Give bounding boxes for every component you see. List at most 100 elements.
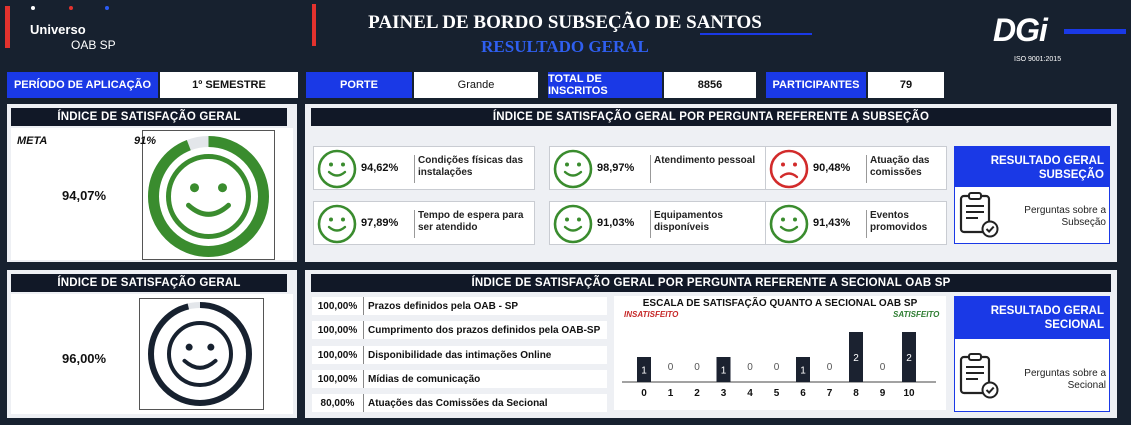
smiley-mouth-icon [186, 202, 231, 217]
chart-data-label: 0 [774, 362, 780, 373]
page-title: PAINEL DE BORDO SUBSEÇÃO DE SANTOS [368, 12, 762, 33]
happy-face-icon [317, 204, 357, 244]
inscritos-value: 8856 [664, 72, 756, 98]
secional-result-doc[interactable] [954, 338, 1110, 412]
chart-data-label: 0 [694, 362, 700, 373]
indice-title-2: ÍNDICE DE SATISFAÇÃO GERAL [11, 274, 287, 292]
brand-accent-left [5, 6, 10, 48]
chart-data-label: 1 [721, 366, 727, 377]
happy-face-icon [553, 204, 593, 244]
dgi-logo: DGi [993, 12, 1048, 48]
chart-data-label: 0 [668, 362, 674, 373]
gauge-fill [148, 136, 269, 257]
brand-name: Universo [30, 22, 86, 37]
chart-tick-label: 2 [694, 388, 700, 399]
subsecao-item-label: Condições físicas das instalações [414, 155, 532, 183]
periodo-value: 1º SEMESTRE [160, 72, 298, 98]
secional-row-value: 100,00% [312, 370, 364, 388]
chart-bar [716, 357, 731, 382]
clipboard-check-icon [959, 192, 999, 238]
chart-title: ESCALA DE SATISFAÇÃO QUANTO A SECIONAL O… [642, 298, 918, 309]
subsecao-item-value: 91,03% [597, 217, 635, 229]
subsecao-doc-text: Perguntas sobre a Subseção [1024, 205, 1106, 228]
logo-bar [1064, 29, 1126, 34]
subsecao-item: 98,97% Atendimento pessoal [549, 146, 771, 190]
chart-tick-label: 8 [853, 388, 859, 399]
secional-row: 100,00% Disponibilidade das intimações On… [312, 346, 607, 364]
chart-tick-label: 7 [827, 388, 833, 399]
chart-data-label: 0 [880, 362, 886, 373]
subsecao-title: ÍNDICE DE SATISFAÇÃO GERAL POR PERGUNTA … [311, 108, 1111, 126]
subsecao-item-value: 91,43% [813, 217, 851, 229]
chart-data-label: 0 [747, 362, 753, 373]
subsecao-item: 90,48% Atuação das comissões [765, 146, 947, 190]
subsecao-result-doc[interactable] [954, 186, 1110, 244]
periodo-label: PERÍODO DE APLICAÇÃO [7, 72, 158, 98]
subsecao-item-label: Atuação das comissões [866, 155, 946, 183]
chart-data-label: 0 [827, 362, 833, 373]
subsecao-result-title: RESULTADO GERAL SUBSEÇÃO [954, 146, 1110, 186]
porte-label: PORTE [306, 72, 412, 98]
clipboard-check-icon [959, 353, 999, 399]
secional-doc-text: Perguntas sobre a Secional [1024, 368, 1106, 391]
meta-label: META [17, 135, 48, 147]
chart-data-label: 2 [906, 353, 912, 364]
chart-tick-label: 10 [903, 388, 915, 399]
secional-row-label: Cumprimento dos prazos definidos pela OA… [368, 324, 601, 336]
sad-face-icon [769, 149, 809, 189]
secional-row: 100,00% Cumprimento dos prazos definidos … [312, 321, 607, 339]
chart-tick-label: 6 [800, 388, 806, 399]
subsecao-item-value: 98,97% [597, 162, 635, 174]
subsecao-item-value: 97,89% [361, 217, 399, 229]
indice-box-1 [142, 130, 275, 260]
header-bar [0, 0, 1131, 66]
chart-bar [637, 357, 651, 382]
secional-row-label: Atuações das Comissões da Secional [368, 397, 548, 409]
secional-row: 80,00% Atuações das Comissões da Secional [312, 394, 607, 412]
smiley-eye-icon [190, 183, 199, 193]
chart-tick-label: 1 [668, 388, 674, 399]
subsecao-item-label: Eventos promovidos [866, 210, 946, 238]
happy-face-icon [317, 149, 357, 189]
chart-bar [902, 332, 916, 382]
secional-row-value: 100,00% [312, 346, 364, 364]
gauge-fill [148, 302, 252, 406]
participantes-value: 79 [868, 72, 944, 98]
subsecao-item-label: Tempo de espera para ser atendido [414, 210, 532, 238]
indice-value-1: 94,07% [62, 188, 107, 203]
smiley-face-icon [166, 154, 251, 239]
brand-sub: OAB SP [71, 38, 116, 52]
secional-row-label: Prazos definidos pela OAB - SP [368, 300, 519, 312]
secional-row-label: Disponibilidade das intimações Online [368, 349, 552, 361]
subsecao-item-label: Equipamentos disponíveis [650, 210, 768, 238]
subsecao-item-value: 94,62% [361, 162, 399, 174]
dot-red-icon [69, 6, 73, 10]
subsecao-item: 91,43% Eventos promovidos [765, 201, 947, 245]
indice-value-2: 96,00% [62, 351, 107, 366]
subsecao-item-label: Atendimento pessoal [650, 155, 768, 183]
chart-tick-label: 0 [641, 388, 647, 399]
chart-data-label: 1 [800, 366, 806, 377]
subsecao-item: 91,03% Equipamentos disponíveis [549, 201, 771, 245]
page-subtitle: RESULTADO GERAL [481, 37, 649, 56]
chart-data-label: 1 [641, 366, 647, 377]
secional-title: ÍNDICE DE SATISFAÇÃO GERAL POR PERGUNTA … [311, 274, 1111, 292]
chart-bar [849, 332, 863, 382]
happy-face-icon [769, 204, 809, 244]
secional-row-value: 80,00% [312, 394, 364, 412]
secional-row-label: Mídias de comunicação [368, 373, 481, 385]
indice-title-1: ÍNDICE DE SATISFAÇÃO GERAL [11, 108, 287, 126]
secional-row: 100,00% Prazos definidos pela OAB - SP [312, 297, 607, 315]
chart-tick-label: 9 [880, 388, 886, 399]
secional-result-title: RESULTADO GERAL SECIONAL [954, 296, 1110, 338]
brand-dots [31, 6, 111, 12]
subsecao-item-value: 90,48% [813, 162, 851, 174]
secional-row-value: 100,00% [312, 297, 364, 315]
subsecao-item: 97,89% Tempo de espera para ser atendido [313, 201, 535, 245]
porte-value: Grande [414, 72, 538, 98]
smiley-mouth-icon [182, 358, 218, 370]
satisfaction-gauge-2-icon [148, 302, 252, 406]
smiley-eye-icon [207, 343, 215, 351]
